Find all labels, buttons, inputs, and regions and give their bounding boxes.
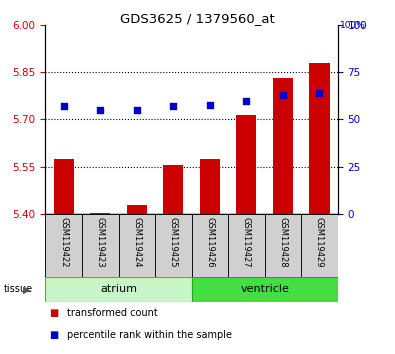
Bar	[273, 79, 293, 214]
Bar	[45, 277, 192, 302]
Text: GSM119423: GSM119423	[96, 217, 105, 268]
Bar	[127, 205, 147, 214]
Bar	[228, 214, 265, 277]
Bar	[200, 159, 220, 214]
Bar	[192, 214, 228, 277]
Bar	[45, 214, 82, 277]
Bar	[155, 214, 192, 277]
Text: tissue: tissue	[4, 284, 33, 294]
Text: ▶: ▶	[23, 285, 30, 295]
Bar	[236, 115, 256, 214]
Bar	[82, 214, 118, 277]
Bar	[163, 165, 183, 214]
Text: atrium: atrium	[100, 284, 137, 294]
Bar	[192, 277, 338, 302]
Point	[60, 103, 67, 109]
Bar	[54, 159, 74, 214]
Text: ■: ■	[49, 330, 58, 339]
Point	[316, 90, 323, 96]
Text: GSM119427: GSM119427	[242, 217, 251, 268]
Text: GSM119425: GSM119425	[169, 217, 178, 268]
Point	[207, 102, 213, 108]
Text: GSM119429: GSM119429	[315, 217, 324, 268]
Point	[170, 103, 177, 109]
Point	[243, 98, 250, 103]
Text: GSM119424: GSM119424	[132, 217, 141, 268]
Bar	[118, 214, 155, 277]
Text: GSM119426: GSM119426	[205, 217, 214, 268]
Text: transformed count: transformed count	[67, 308, 158, 318]
Text: percentile rank within the sample: percentile rank within the sample	[67, 330, 232, 339]
Text: ventricle: ventricle	[240, 284, 289, 294]
Bar	[90, 213, 110, 214]
Point	[280, 92, 286, 98]
Text: GSM119422: GSM119422	[59, 217, 68, 268]
Text: ■: ■	[49, 308, 58, 318]
Point	[97, 107, 103, 113]
Point	[134, 107, 140, 113]
Text: GDS3625 / 1379560_at: GDS3625 / 1379560_at	[120, 12, 275, 25]
Bar	[309, 63, 329, 214]
Text: 100%: 100%	[340, 21, 366, 30]
Bar	[301, 214, 338, 277]
Bar	[265, 214, 301, 277]
Text: GSM119428: GSM119428	[278, 217, 288, 268]
